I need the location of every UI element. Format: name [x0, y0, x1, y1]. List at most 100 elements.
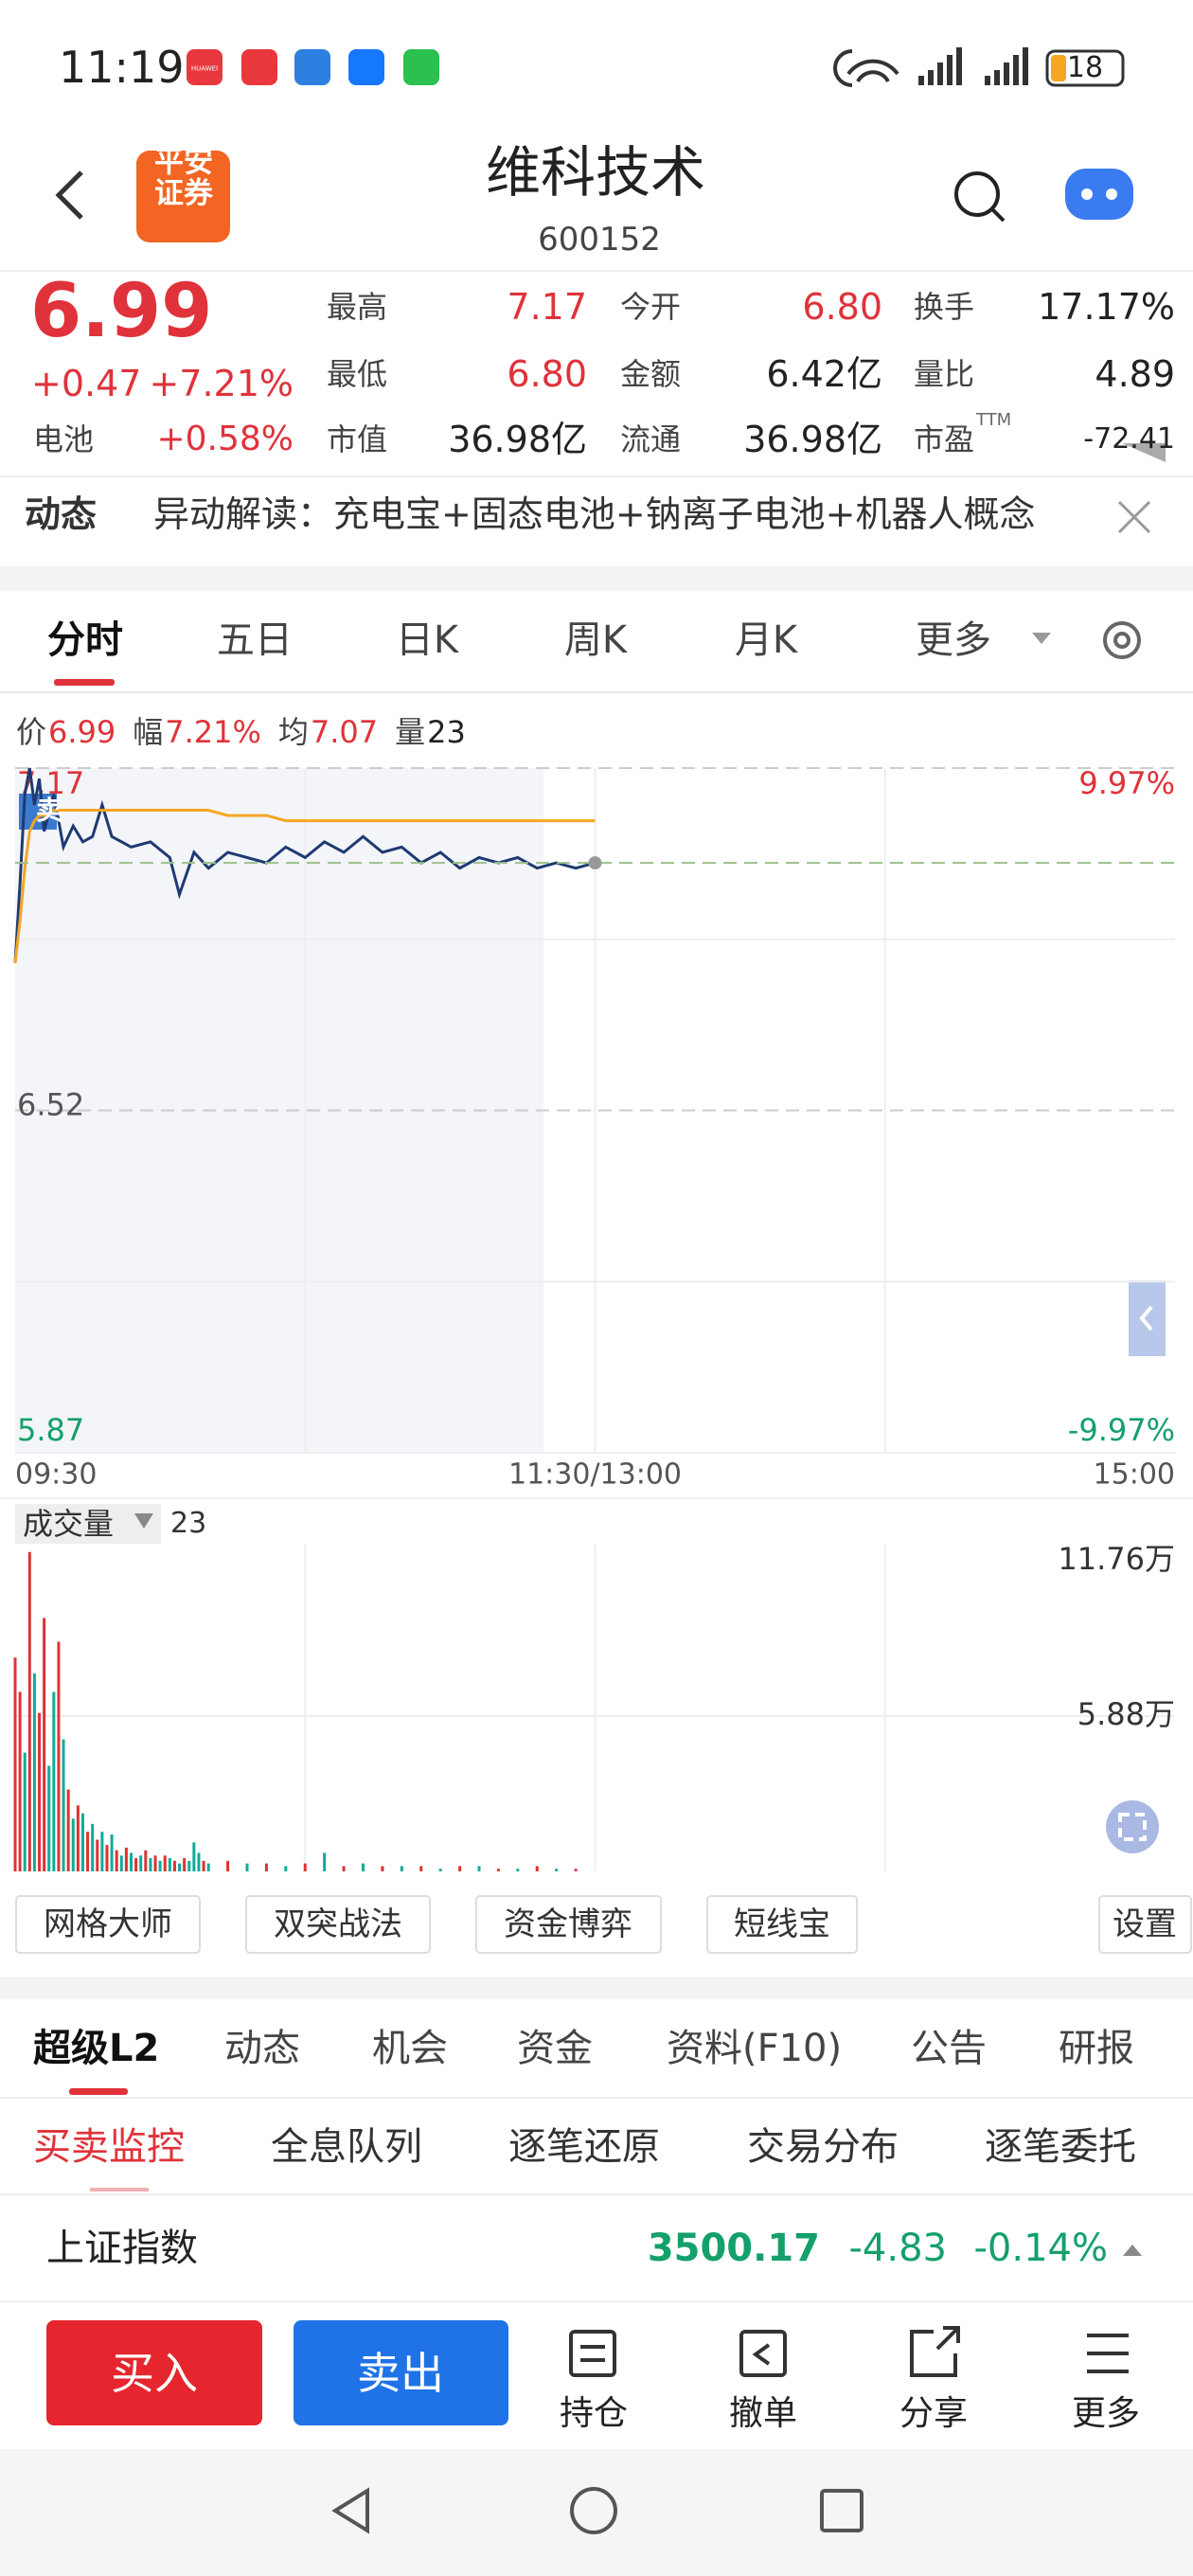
volume-bar — [264, 1863, 268, 1871]
volume-bar — [76, 1805, 80, 1871]
volume-bar — [178, 1863, 182, 1871]
section-tab[interactable]: 研报 — [1059, 2027, 1134, 2070]
settings-icon[interactable] — [1103, 621, 1141, 659]
info-value: 7.21% — [165, 714, 261, 750]
section-tab[interactable]: 资金 — [517, 2027, 593, 2070]
volume-bar — [96, 1839, 99, 1871]
volume-bar — [158, 1860, 162, 1871]
tool-button[interactable]: 设置 — [1113, 1905, 1177, 1943]
sub-tab[interactable]: 买卖监控 — [33, 2125, 185, 2169]
robot-icon[interactable] — [1065, 169, 1133, 220]
volume-bar — [516, 1869, 520, 1871]
stock-code: 600152 — [538, 221, 661, 259]
chart-tab[interactable]: 五日 — [217, 618, 293, 662]
battery-icon — [1045, 49, 1125, 87]
tool-button[interactable]: 网格大师 — [44, 1905, 172, 1943]
wifi-icon — [833, 49, 899, 87]
chart-tab[interactable]: 周K — [563, 618, 628, 662]
tool-button[interactable]: 双突战法 — [274, 1905, 402, 1943]
dropdown-icon[interactable] — [134, 1513, 153, 1529]
volume-bar — [172, 1860, 176, 1871]
section-tab[interactable]: 公告 — [911, 2027, 987, 2070]
expand-arrow — [1139, 1305, 1153, 1332]
field-value: 7.17 — [507, 286, 587, 328]
action-label[interactable]: 撤单 — [728, 2394, 798, 2433]
index-change: -4.83 — [848, 2227, 948, 2270]
robot-eye — [1081, 188, 1093, 200]
volume-bar — [183, 1858, 187, 1871]
field-label: 今开 — [620, 289, 682, 325]
volume-bar — [115, 1850, 118, 1871]
volume-value: 23 — [170, 1507, 207, 1540]
sub-tab[interactable]: 逐笔还原 — [508, 2125, 660, 2169]
dropdown-icon[interactable] — [1032, 633, 1051, 644]
sector[interactable]: 电池 — [33, 421, 95, 457]
action-label[interactable]: 更多 — [1071, 2394, 1141, 2433]
search-icon[interactable] — [990, 207, 1006, 223]
y-tick-label: 11.76万 — [1058, 1541, 1175, 1577]
volume-bar — [18, 1691, 22, 1871]
tool-button[interactable]: 资金博弈 — [504, 1905, 632, 1943]
news-text[interactable]: 异动解读：充电宝+固态电池+钠离子电池+机器人概念 — [153, 493, 1036, 535]
section-tab[interactable]: 资料(F10) — [667, 2027, 843, 2070]
volume-bar — [43, 1618, 46, 1871]
index-name[interactable]: 上证指数 — [46, 2227, 198, 2270]
info-value: 6.99 — [48, 714, 116, 750]
chart-tab[interactable]: 分时 — [47, 618, 123, 662]
chart-tab[interactable]: 更多 — [916, 618, 991, 662]
volume-title[interactable]: 成交量 — [23, 1506, 115, 1542]
nav-home[interactable] — [570, 2487, 617, 2534]
section-tab[interactable]: 超级L2 — [33, 2027, 160, 2070]
sub-tab[interactable]: 交易分布 — [747, 2125, 899, 2169]
y-tick-label: 5.87 — [17, 1412, 84, 1448]
volume-bar — [27, 1551, 31, 1871]
action-label[interactable]: 持仓 — [559, 2394, 629, 2433]
app-icon — [241, 49, 277, 85]
volume-bar — [124, 1847, 128, 1871]
volume-selector[interactable] — [15, 1504, 161, 1544]
nav-recent[interactable] — [820, 2489, 864, 2532]
field-value: 17.17% — [1038, 286, 1175, 328]
back-icon[interactable] — [55, 170, 83, 220]
chart-tab[interactable]: 日K — [395, 618, 459, 662]
field-label: 最高 — [327, 289, 388, 325]
field-value: 36.98亿 — [448, 419, 587, 460]
logo[interactable] — [136, 151, 230, 242]
field-value: 6.42亿 — [766, 353, 882, 395]
chart-tab[interactable]: 月K — [734, 618, 798, 662]
volume-bar — [57, 1641, 61, 1871]
volume-bar — [32, 1673, 36, 1871]
app-label: HUAWEI — [190, 64, 219, 73]
nav-bar — [0, 2449, 1193, 2576]
field-label: 最低 — [327, 356, 388, 392]
fullscreen-icon[interactable] — [1106, 1800, 1159, 1853]
field-label: 量比 — [914, 356, 975, 392]
sell-label[interactable]: 卖出 — [357, 2348, 444, 2399]
section-tab[interactable]: 机会 — [372, 2027, 448, 2070]
volume-bar — [555, 1869, 559, 1871]
volume-bar — [206, 1863, 210, 1871]
search-icon[interactable] — [954, 171, 1000, 217]
volume-bar — [62, 1739, 65, 1871]
section-tab[interactable]: 动态 — [224, 2027, 300, 2070]
tool-button[interactable]: 短线宝 — [734, 1905, 830, 1943]
field-label: 市盈 — [914, 421, 975, 457]
buy-label[interactable]: 买入 — [111, 2348, 198, 2399]
volume-bar — [574, 1869, 578, 1871]
volume-bar — [66, 1789, 70, 1871]
volume-bar — [381, 1866, 384, 1871]
field-label: 金额 — [620, 356, 682, 392]
sell-button[interactable] — [294, 2320, 508, 2425]
action-label[interactable]: 分享 — [899, 2394, 969, 2433]
sub-tab[interactable]: 全息队列 — [271, 2125, 422, 2169]
volume-bar — [47, 1765, 51, 1871]
expand-tab[interactable] — [1129, 1280, 1166, 1356]
field-value: -72.41 — [1083, 422, 1175, 456]
nav-back[interactable] — [331, 2487, 369, 2534]
y-tick-label: 6.52 — [17, 1087, 84, 1123]
sub-tab[interactable]: 逐笔委托 — [985, 2125, 1136, 2169]
app-icon — [187, 49, 223, 85]
close-icon[interactable] — [1117, 500, 1151, 534]
buy-button[interactable] — [46, 2320, 262, 2425]
